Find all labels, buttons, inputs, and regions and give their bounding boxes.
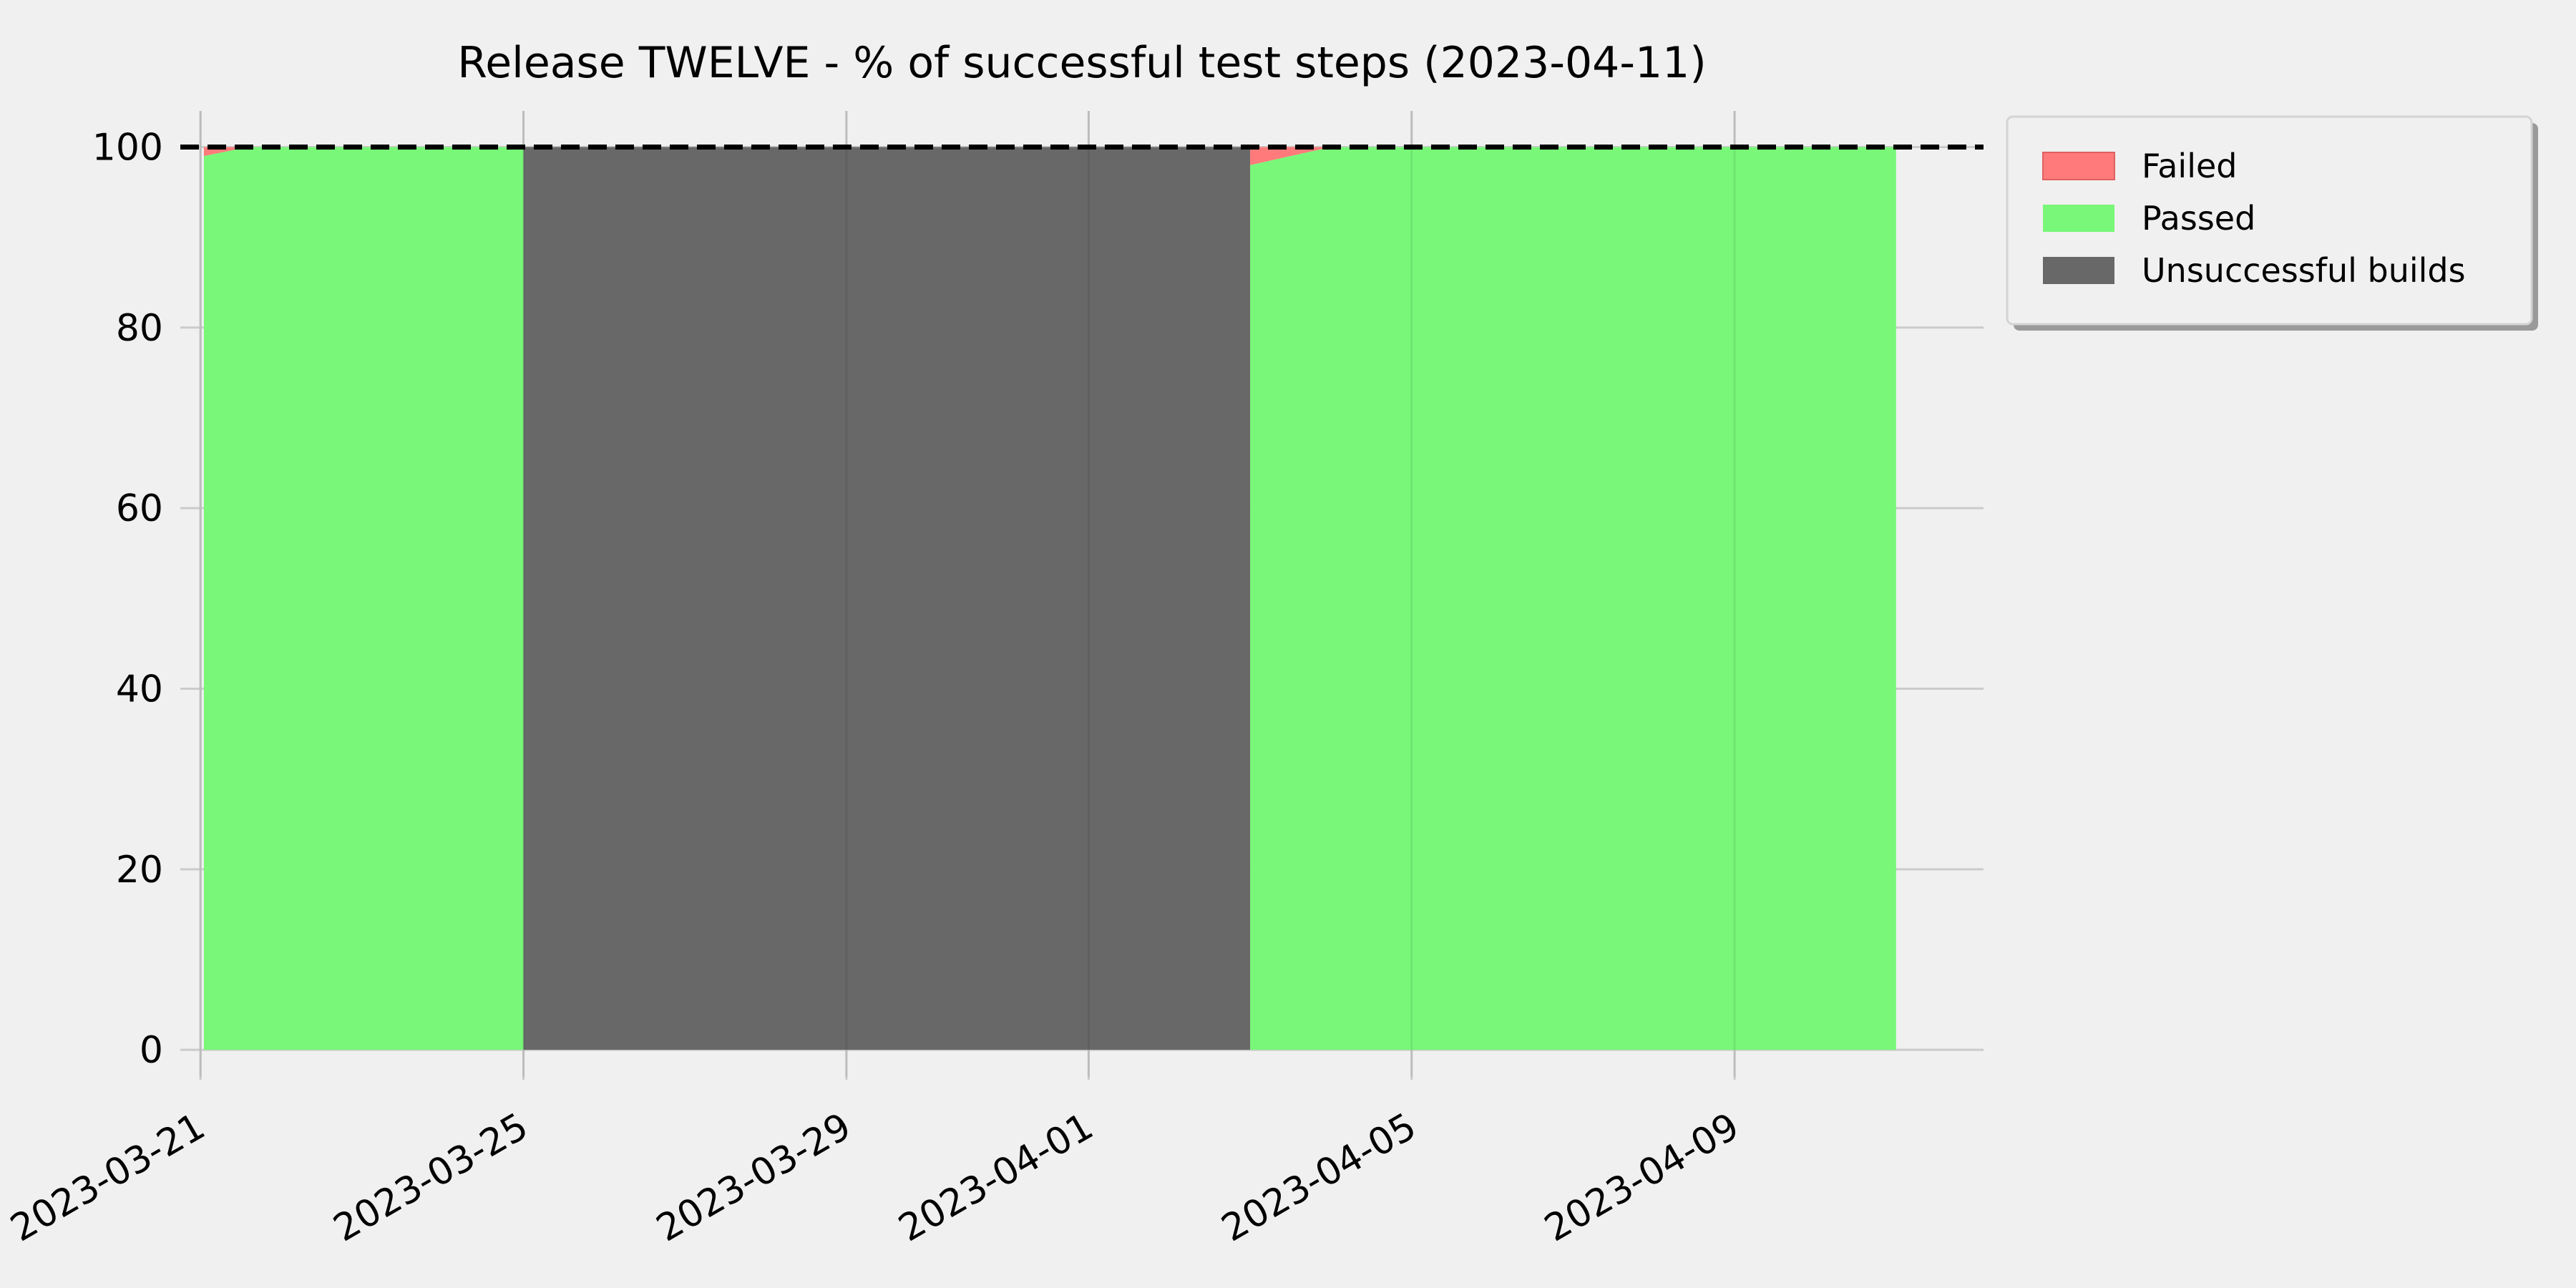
legend-swatch-failed: [2042, 152, 2115, 180]
legend: Failed Passed Unsuccessful builds: [2006, 115, 2538, 331]
legend-box: [2006, 115, 2533, 326]
grid-overlay: [199, 111, 1736, 1077]
y-tick-label: 20: [116, 849, 163, 892]
y-tick-label: 80: [116, 307, 163, 350]
y-tick-label: 100: [92, 126, 163, 169]
passed-area-segment-2: [1250, 147, 1896, 1050]
unsuccessful-builds-area: [523, 147, 1251, 1050]
legend-label-passed: Passed: [2142, 199, 2255, 238]
y-tick-label: 0: [140, 1029, 163, 1072]
legend-label-unsuccessful-builds: Unsuccessful builds: [2142, 251, 2466, 290]
failed-area-segment-2: [1250, 147, 1896, 165]
passed-area-segment-1: [203, 147, 524, 1050]
plot-areas: [203, 147, 1896, 1050]
y-tick-label: 40: [116, 668, 163, 711]
chart-title: Release TWELVE - % of successful test st…: [457, 38, 1706, 88]
y-tick-label: 60: [116, 487, 163, 530]
legend-label-failed: Failed: [2142, 147, 2238, 185]
legend-swatch-unsuccessful-builds: [2043, 257, 2114, 284]
legend-swatch-passed: [2043, 205, 2114, 232]
